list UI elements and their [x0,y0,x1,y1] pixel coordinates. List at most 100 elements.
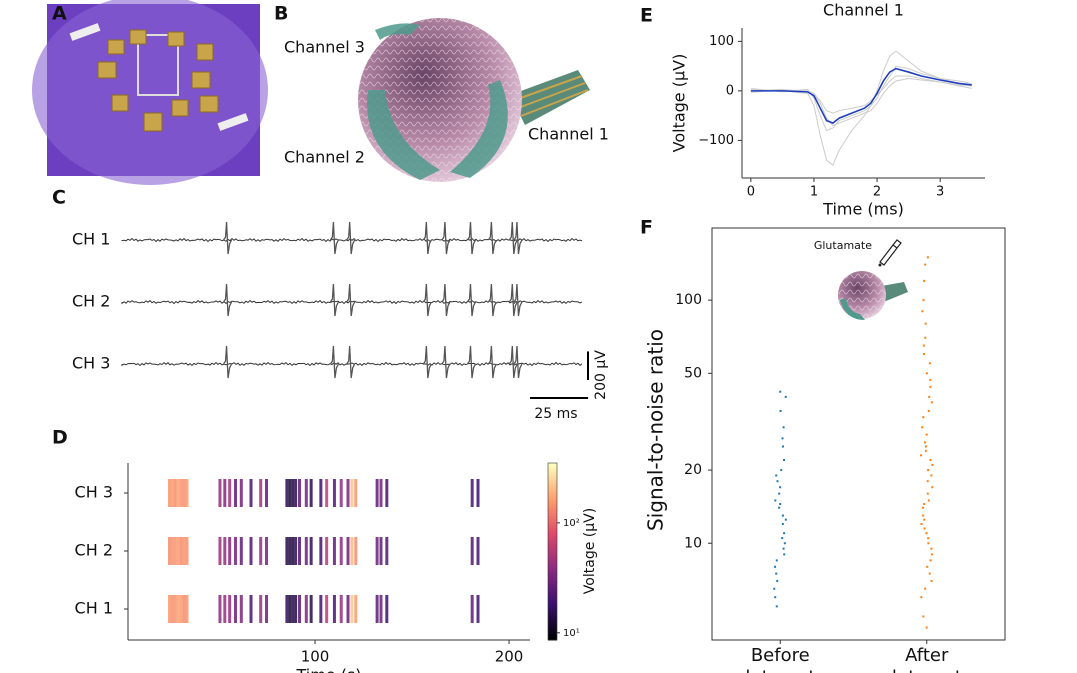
colorbar-cell [548,501,557,505]
event-bar [332,537,336,565]
y-tick-label: CH 2 [75,541,113,560]
event-bar [223,595,227,623]
event-bar [179,537,183,565]
colorbar-cell [548,592,557,597]
event-bar [176,537,180,565]
point [776,480,779,483]
colorbar-cell [548,613,557,617]
point [776,579,779,582]
event-bar [173,479,177,507]
colorbar-cell [548,522,557,526]
event-bar [476,479,480,507]
point [775,474,778,477]
colorbar-cell [548,477,557,482]
point [781,445,784,448]
colorbar-cell [548,581,557,585]
point [930,553,933,556]
point [929,385,932,388]
colorbar-cell [548,569,557,573]
colorbar-cell [548,510,557,514]
y-tick-label: 50 [684,365,702,381]
point [925,433,928,436]
colorbar-cell [548,586,557,591]
glutamate-inset [838,239,908,320]
point [929,559,932,562]
point [775,559,778,562]
event-bar [288,595,292,623]
point [779,409,782,412]
line-series [750,67,972,124]
line-series [750,50,972,166]
point [927,409,930,412]
event-bar [304,479,308,507]
point [921,310,924,313]
event-bar [375,595,379,623]
point [922,353,925,356]
event-bar [298,537,302,565]
event-bar [173,595,177,623]
event-bar [176,479,180,507]
point [782,426,785,429]
spike [422,283,432,317]
colorbar-cell [548,516,557,520]
spike [487,283,497,317]
x-tick-label: 200 [495,648,524,666]
point [774,565,777,568]
colorbar-cell [548,634,557,638]
point [930,579,933,582]
colorbar-cell [548,583,557,588]
spike [441,283,451,317]
colorbar-cell [548,631,557,635]
event-bar [309,479,313,507]
event-bar [319,479,323,507]
point [921,506,924,509]
scale-bar-label: 200 μV [593,350,609,400]
spike [441,221,451,255]
y-axis-label: Signal-to-noise ratio [644,329,668,531]
event-bar [291,537,295,565]
event-bar [259,595,263,623]
line-series [750,77,972,127]
scale-bar-label: 25 ms [534,406,577,422]
event-bar [291,595,295,623]
colorbar-label: Voltage (μV) [582,508,598,594]
x-tick-label: Beforeglutamate [734,645,827,673]
point [775,605,778,608]
spike [508,221,518,255]
spike [329,345,339,379]
point [931,463,934,466]
x-tick-label: 3 [936,185,944,200]
event-bar [339,479,343,507]
point [926,480,929,483]
event-bar [294,595,298,623]
spike [223,345,233,379]
event-bar [228,537,232,565]
spike [346,283,356,317]
event-bar [325,537,329,565]
channel-label: Channel 2 [284,148,365,167]
channel-label: Channel 1 [528,125,609,144]
event-bar [346,479,350,507]
panel-label: C [52,187,66,209]
x-tick-label-line: After [905,645,949,666]
point [924,449,927,452]
event-bar [379,537,383,565]
spike [329,283,339,317]
spike [466,345,477,379]
event-bar [239,479,243,507]
event-bar [185,479,189,507]
spike [223,221,233,255]
device-photo [32,0,268,185]
event-bar [291,479,295,507]
colorbar-cell [548,495,557,499]
colorbar-cell [548,483,557,488]
colorbar-cell [548,610,557,614]
colorbar-cell [548,539,557,544]
point [927,537,930,540]
event-bar [179,479,183,507]
event-bar [249,537,253,565]
point [783,553,786,556]
point [781,523,784,526]
point [923,279,926,282]
